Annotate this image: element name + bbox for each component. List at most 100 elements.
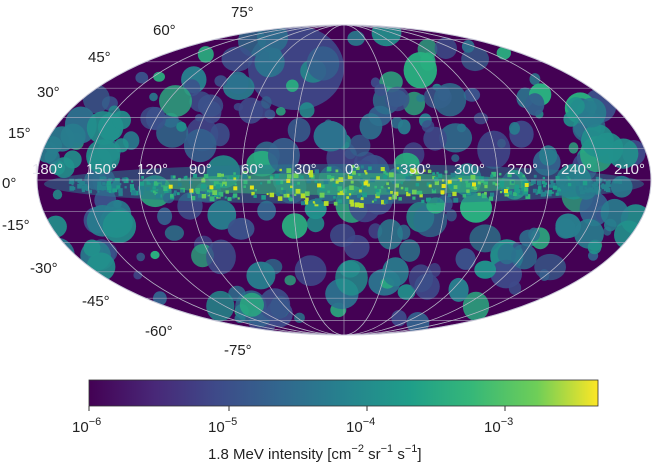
plane-pixel (346, 196, 349, 199)
colorbar-gradient (88, 379, 599, 407)
plane-pixel (77, 184, 82, 189)
plane-pixel (161, 181, 165, 185)
emission-patch (344, 234, 370, 260)
emission-patch (399, 239, 421, 262)
emission-patch (214, 75, 228, 87)
plane-hotspot (317, 183, 322, 188)
plane-pixel (172, 175, 176, 179)
plane-pixel (225, 190, 229, 194)
plane-pixel (248, 176, 251, 179)
plane-pixel (434, 180, 439, 186)
plane-pixel (568, 178, 571, 181)
plane-pixel (154, 181, 159, 186)
plane-pixel (112, 187, 118, 193)
plane-pixel (588, 187, 594, 193)
plane-pixel (319, 192, 325, 198)
emission-patch (587, 240, 602, 255)
emission-patch (133, 270, 143, 280)
plane-pixel (499, 179, 505, 185)
plane-pixel (152, 186, 156, 190)
plane-pixel (408, 189, 412, 194)
plane-pixel (531, 179, 536, 185)
emission-patch (416, 94, 425, 102)
emission-patch (159, 85, 192, 117)
plane-hotspot (524, 183, 529, 187)
plane-pixel (274, 173, 279, 178)
plane-pixel (556, 190, 562, 196)
plane-pixel (118, 182, 122, 186)
plane-pixel (161, 178, 166, 183)
plane-pixel (308, 170, 313, 175)
plane-pixel (406, 191, 411, 197)
plane-pixel (294, 193, 297, 196)
emission-patch (423, 126, 447, 151)
plane-pixel (275, 180, 281, 185)
lon-label-0: 0° (345, 161, 359, 178)
emission-patch (86, 139, 121, 174)
emission-patch (176, 121, 187, 132)
plane-pixel (279, 180, 284, 185)
lon-label-330: 330° (400, 161, 431, 178)
plane-pixel (342, 188, 347, 193)
plane-pixel (336, 178, 340, 182)
plane-pixel (287, 174, 292, 179)
plane-pixel (312, 201, 316, 204)
colorbar-tick-label-1e-3: 10−3 (484, 416, 513, 436)
plane-pixel (477, 192, 481, 196)
plane-pixel (405, 176, 411, 182)
plane-pixel (508, 190, 513, 195)
emission-patch (377, 219, 403, 250)
plane-pixel (423, 169, 426, 172)
emission-patch (455, 248, 476, 270)
emission-patch (149, 92, 158, 102)
plane-pixel (106, 180, 111, 186)
plane-pixel (374, 185, 377, 189)
plane-pixel (69, 186, 74, 191)
plane-pixel (437, 199, 440, 202)
plane-pixel (582, 180, 588, 186)
emission-patch (446, 209, 457, 222)
plane-pixel (207, 186, 211, 191)
emission-patch (206, 290, 235, 322)
plane-pixel (450, 172, 456, 178)
emission-patch (509, 121, 520, 135)
plane-pixel (412, 196, 416, 200)
plane-pixel (484, 194, 487, 197)
plane-pixel (380, 167, 385, 172)
plane-pixel (335, 169, 339, 173)
plane-pixel (276, 192, 280, 196)
plane-hotspot (447, 179, 452, 184)
plane-pixel (306, 174, 310, 178)
plane-pixel (330, 176, 335, 181)
plane-pixel (354, 202, 360, 208)
plane-pixel (470, 174, 476, 180)
plane-pixel (421, 199, 425, 203)
emission-patch (153, 71, 166, 82)
plane-pixel (537, 189, 542, 194)
emission-patch (434, 37, 457, 59)
plane-pixel (203, 173, 209, 179)
emission-patch (233, 103, 244, 111)
lon-label-270: 270° (507, 161, 538, 178)
plane-pixel (68, 181, 72, 184)
plane-pixel (548, 190, 553, 194)
plane-hotspot (363, 181, 368, 186)
plane-pixel (495, 183, 498, 186)
plane-pixel (139, 185, 145, 191)
plane-pixel (365, 172, 368, 175)
plane-pixel (507, 172, 512, 178)
plane-pixel (290, 185, 293, 189)
plane-pixel (157, 178, 162, 183)
plane-pixel (404, 187, 409, 191)
emission-patch (511, 244, 538, 270)
plane-pixel (428, 170, 432, 174)
plane-pixel (586, 190, 590, 193)
plane-pixel (447, 193, 452, 198)
emission-patch (496, 46, 511, 60)
plane-pixel (122, 177, 126, 182)
plane-pixel (223, 184, 226, 187)
emission-patch (306, 46, 340, 81)
plane-pixel (563, 177, 568, 182)
emission-patch (164, 225, 184, 241)
plane-pixel (605, 183, 609, 187)
